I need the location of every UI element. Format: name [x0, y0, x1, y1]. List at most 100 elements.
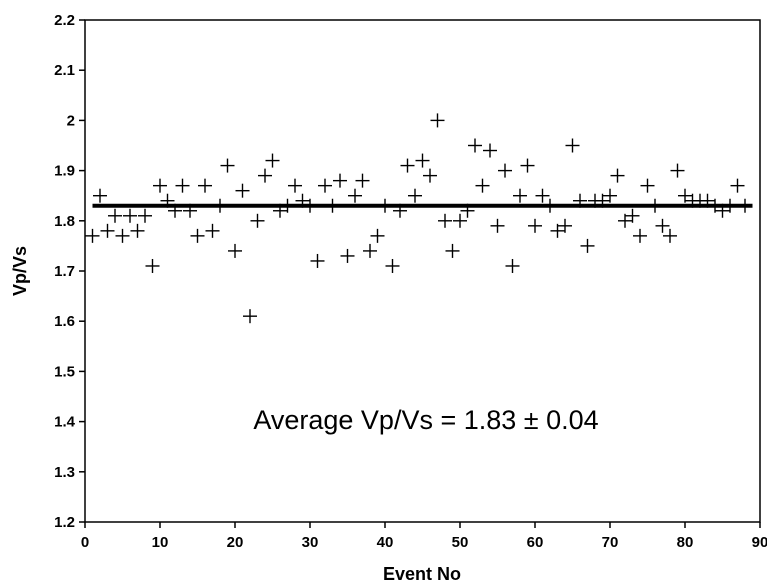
- data-points: [85, 113, 752, 324]
- data-point: [295, 193, 310, 208]
- data-point: [468, 138, 482, 153]
- data-point: [348, 188, 362, 203]
- data-point: [633, 228, 647, 243]
- y-tick-label: 2.2: [54, 12, 75, 29]
- y-tick-label: 1.2: [54, 514, 75, 531]
- data-point: [543, 198, 557, 213]
- data-point: [93, 188, 107, 203]
- data-point: [265, 153, 280, 168]
- data-point: [130, 223, 145, 238]
- data-point: [678, 188, 692, 203]
- data-point: [100, 223, 115, 238]
- data-point: [415, 153, 430, 168]
- x-tick-label: 50: [452, 534, 469, 551]
- data-point: [85, 228, 100, 243]
- data-point: [423, 168, 437, 183]
- data-point: [108, 208, 122, 223]
- data-point: [505, 258, 520, 273]
- data-point: [355, 173, 370, 188]
- y-tick-label: 2.1: [54, 62, 75, 79]
- data-point: [288, 178, 302, 193]
- data-point: [393, 203, 407, 218]
- data-point: [483, 143, 497, 158]
- data-point: [153, 178, 167, 193]
- average-annotation: Average Vp/Vs = 1.83 ± 0.04: [253, 405, 598, 435]
- data-point: [160, 193, 175, 208]
- y-axis-title: Vp/Vs: [10, 246, 30, 296]
- data-point: [453, 213, 467, 228]
- data-point: [340, 248, 355, 263]
- data-point: [558, 218, 572, 233]
- data-point: [498, 163, 512, 178]
- data-point: [528, 218, 542, 233]
- data-point: [280, 198, 295, 213]
- data-point: [235, 183, 250, 198]
- data-point: [378, 198, 392, 213]
- data-point: [475, 178, 490, 193]
- data-point: [408, 188, 422, 203]
- data-point: [190, 228, 205, 243]
- x-tick-label: 10: [152, 534, 169, 551]
- data-point: [715, 203, 730, 218]
- data-point: [430, 113, 445, 128]
- y-tick-label: 1.6: [54, 313, 75, 330]
- data-point: [220, 158, 235, 173]
- data-point: [730, 178, 745, 193]
- data-point: [168, 203, 182, 218]
- y-axis-ticks: 1.2 1.3 1.4 1.5 1.6 1.7 1.8 1.9 2 2.1 2.2: [54, 12, 85, 531]
- data-point: [145, 258, 160, 273]
- data-point: [655, 218, 670, 233]
- data-point: [603, 188, 617, 203]
- data-point: [123, 208, 137, 223]
- data-point: [445, 243, 460, 258]
- y-tick-label: 1.5: [54, 363, 75, 380]
- data-point: [400, 158, 415, 173]
- data-point: [580, 238, 595, 253]
- data-point: [595, 193, 610, 208]
- data-point: [228, 243, 242, 258]
- data-point: [625, 208, 640, 223]
- data-point: [243, 309, 257, 324]
- x-tick-label: 80: [677, 534, 694, 551]
- data-point: [310, 253, 325, 268]
- data-point: [738, 198, 752, 213]
- y-tick-label: 1.4: [54, 414, 76, 431]
- data-point: [198, 178, 212, 193]
- y-tick-label: 1.8: [54, 213, 75, 230]
- data-point: [513, 188, 527, 203]
- data-point: [490, 218, 505, 233]
- x-tick-label: 20: [227, 534, 244, 551]
- data-point: [610, 168, 625, 183]
- x-tick-label: 40: [377, 534, 394, 551]
- data-point: [250, 213, 265, 228]
- data-point: [213, 198, 227, 213]
- data-point: [370, 228, 385, 243]
- data-point: [565, 138, 580, 153]
- data-point: [670, 163, 685, 178]
- y-tick-label: 2: [67, 112, 75, 129]
- plot-area: [84, 19, 761, 523]
- x-tick-label: 30: [302, 534, 319, 551]
- data-point: [640, 178, 655, 193]
- y-tick-label: 1.3: [54, 464, 75, 481]
- data-point: [138, 208, 152, 223]
- data-point: [318, 178, 332, 193]
- data-point: [460, 203, 475, 218]
- x-tick-label: 70: [602, 534, 619, 551]
- data-point: [273, 203, 287, 218]
- y-tick-label: 1.7: [54, 263, 75, 280]
- data-point: [333, 173, 347, 188]
- x-tick-label: 60: [527, 534, 544, 551]
- x-tick-label: 0: [81, 534, 89, 551]
- data-point: [438, 213, 452, 228]
- data-point: [535, 188, 550, 203]
- data-point: [258, 168, 272, 183]
- y-tick-label: 1.9: [54, 163, 75, 180]
- data-point: [618, 213, 632, 228]
- x-axis-ticks: 0 10 20 30 40 50 60 70 80 90: [81, 522, 767, 551]
- data-point: [520, 158, 535, 173]
- x-tick-label: 90: [752, 534, 767, 551]
- data-point: [205, 223, 220, 238]
- data-point: [363, 243, 377, 258]
